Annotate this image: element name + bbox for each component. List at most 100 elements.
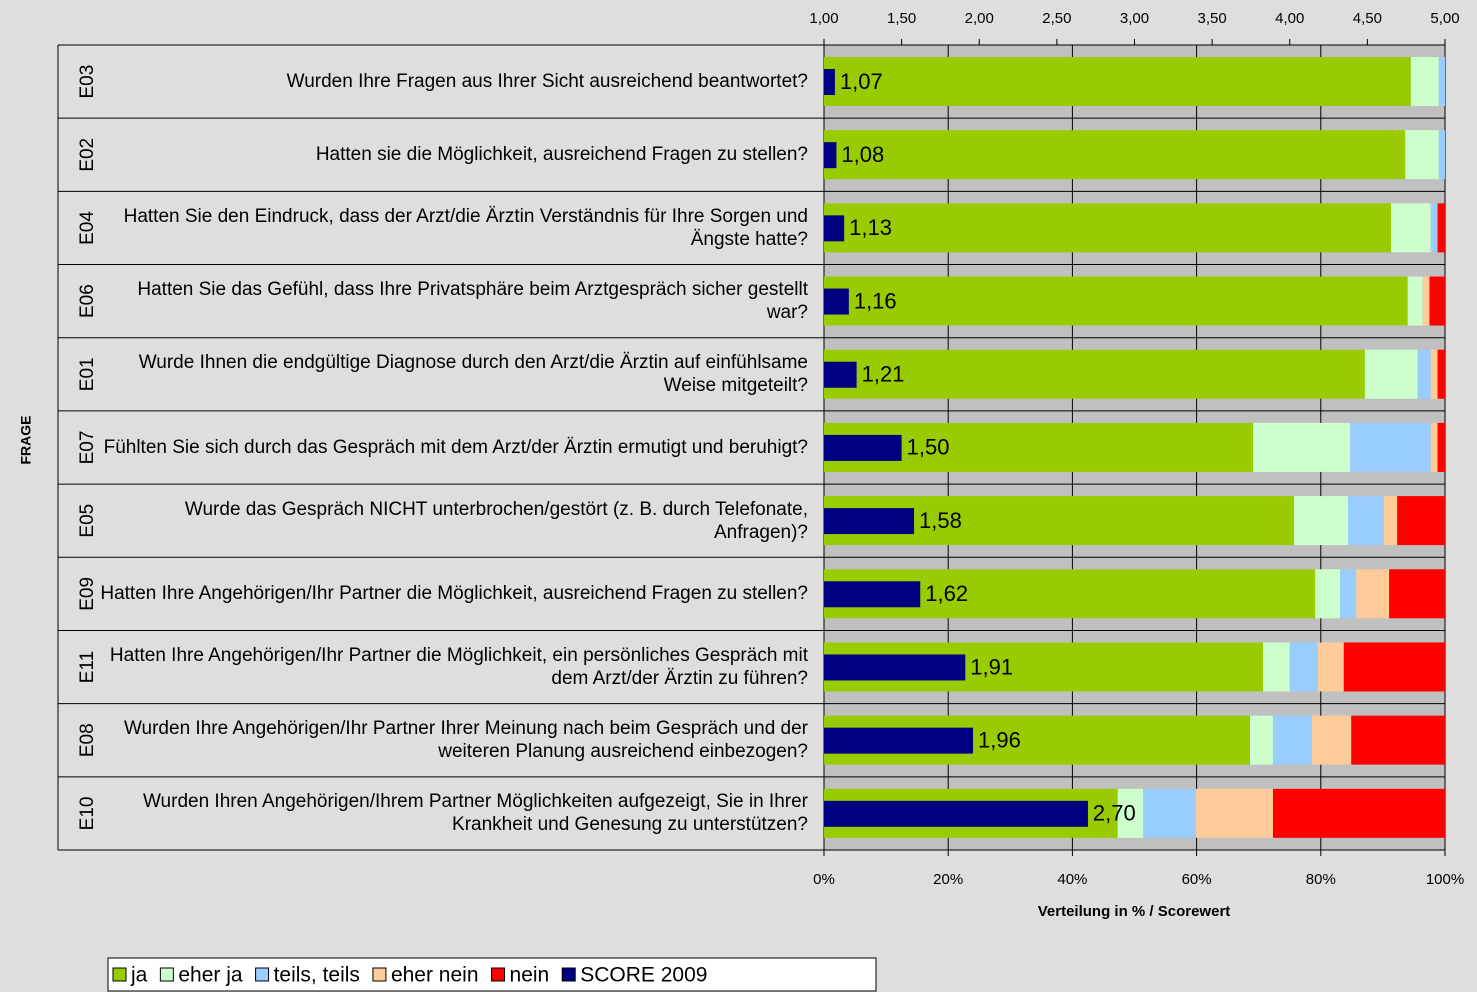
score-label: 1,62	[925, 581, 968, 606]
score-label: 1,58	[919, 508, 962, 533]
stack-segment	[1438, 57, 1445, 106]
score-bar	[824, 434, 902, 461]
question-label: Wurde Ihnen die endgültige Diagnose durc…	[138, 352, 808, 397]
stack-segment	[1250, 715, 1273, 765]
row-code: E03	[77, 65, 98, 99]
score-label: 1,50	[907, 435, 950, 460]
stack-segment	[1272, 788, 1445, 838]
row-code: E04	[77, 211, 98, 245]
stack-segment	[1410, 57, 1439, 106]
stack-segment	[1397, 496, 1445, 546]
score-bar	[824, 215, 845, 242]
stack-segment	[1117, 788, 1144, 838]
stack-segment	[824, 203, 1391, 253]
stack-segment	[1437, 203, 1445, 253]
question-label: Fühlten Sie sich durch das Gespräch mit …	[103, 437, 808, 458]
stack-segment	[1405, 130, 1439, 180]
score-label: 1,91	[970, 654, 1013, 679]
legend-swatch	[561, 967, 576, 982]
stack-segment	[1364, 349, 1418, 399]
row-code: E07	[77, 431, 98, 465]
stack-segment	[1407, 276, 1423, 326]
score-label: 1,08	[841, 142, 884, 167]
x2-tick-label: 2,00	[965, 10, 994, 27]
legend-label: eher nein	[391, 964, 479, 987]
legend-swatch	[159, 967, 174, 982]
stack-segment	[1348, 496, 1385, 546]
question-label: Wurden Ihren Angehörigen/Ihrem Partner M…	[142, 791, 808, 836]
stack-segment	[824, 276, 1408, 326]
question-label: Wurde das Gespräch NICHT unterbrochen/ge…	[184, 498, 808, 543]
stack-segment	[1349, 422, 1431, 472]
score-bar	[824, 288, 849, 315]
row-code: E09	[77, 577, 98, 611]
stack-segment	[1437, 422, 1445, 472]
score-label: 1,13	[849, 215, 892, 240]
score-bar	[824, 581, 921, 608]
legend-swatch	[112, 967, 127, 982]
x-tick-label: 20%	[933, 871, 963, 888]
legend-label: nein	[510, 964, 550, 987]
score-bar	[824, 361, 857, 388]
stack-segment	[1422, 276, 1430, 326]
question-label: Wurden Ihre Fragen aus Ihrer Sicht ausre…	[286, 71, 808, 93]
stack-segment	[1317, 642, 1344, 692]
x2-tick-label: 4,50	[1353, 10, 1382, 27]
x2-tick-label: 3,50	[1198, 10, 1227, 27]
x2-tick-label: 3,00	[1120, 10, 1149, 27]
x-axis-label: Verteilung in % / Scorewert	[1038, 903, 1231, 920]
row-code: E08	[77, 723, 98, 757]
stack-segment	[1343, 642, 1445, 692]
x2-tick-label: 4,00	[1275, 10, 1304, 27]
score-label: 2,70	[1093, 801, 1136, 826]
x-tick-label: 100%	[1426, 871, 1464, 888]
stack-segment	[1417, 349, 1431, 399]
score-bar	[824, 508, 915, 535]
row-code: E10	[77, 797, 98, 831]
x-tick-label: 80%	[1306, 871, 1336, 888]
stack-segment	[1253, 422, 1350, 472]
stack-segment	[1312, 715, 1352, 765]
stack-segment	[1430, 422, 1438, 472]
score-bar	[824, 142, 837, 169]
stack-segment	[824, 349, 1365, 399]
x2-tick-label: 1,00	[809, 10, 838, 27]
score-bar	[824, 727, 974, 754]
x2-tick-label: 2,50	[1042, 10, 1071, 27]
row-code: E11	[77, 651, 98, 683]
stack-segment	[1289, 642, 1318, 692]
stack-segment	[1356, 569, 1390, 619]
stack-segment	[1430, 203, 1438, 253]
row-code: E05	[77, 504, 98, 538]
stack-segment	[1384, 496, 1398, 546]
stack-segment	[1351, 715, 1445, 765]
stack-segment	[1263, 642, 1290, 692]
x2-tick-label: 5,00	[1430, 10, 1459, 27]
legend-swatch	[255, 967, 270, 982]
row-code: E06	[77, 284, 98, 318]
score-label: 1,07	[840, 69, 883, 94]
question-label: Hatten Ihre Angehörigen/Ihr Partner die …	[109, 645, 808, 690]
score-bar	[824, 654, 966, 681]
stack-segment	[1390, 203, 1431, 253]
legend-swatch	[491, 967, 506, 982]
question-label: Hatten Sie das Gefühl, dass Ihre Privats…	[137, 279, 808, 324]
legend-label: teils, teils	[274, 964, 360, 987]
stack-segment	[1389, 569, 1445, 619]
stack-segment	[1272, 715, 1313, 765]
stack-segment	[1429, 276, 1445, 326]
score-bar	[824, 69, 835, 95]
stack-segment	[1438, 130, 1445, 180]
question-label: Hatten sie die Möglichkeit, ausreichend …	[315, 144, 808, 166]
legend-label: eher ja	[178, 964, 243, 987]
stack-segment	[1294, 496, 1349, 546]
stack-segment	[1143, 788, 1196, 838]
question-label: Hatten Ihre Angehörigen/Ihr Partner die …	[100, 583, 808, 605]
score-bar	[824, 800, 1088, 827]
x-tick-label: 0%	[813, 871, 835, 888]
stack-segment	[1437, 349, 1445, 399]
question-label: Wurden Ihre Angehörigen/Ihr Partner Ihre…	[123, 718, 808, 763]
stack-segment	[1430, 349, 1438, 399]
